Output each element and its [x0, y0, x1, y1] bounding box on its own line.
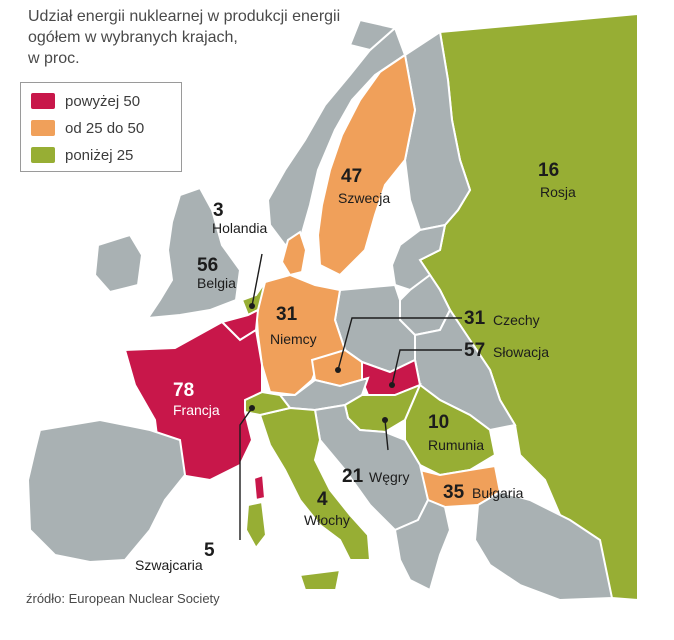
uk-region — [146, 186, 242, 320]
slowacja-value: 57 — [464, 340, 486, 361]
corsica-region — [252, 473, 267, 502]
holandia-value: 3 — [213, 200, 224, 221]
niemcy-name: Niemcy — [270, 331, 317, 347]
legend-label: poniżej 25 — [65, 146, 134, 164]
belgia-name: Belgia — [197, 275, 236, 291]
szwajcaria-value: 5 — [204, 540, 215, 561]
legend-item-above-50: powyżej 50 — [31, 91, 140, 111]
legend-swatch-red — [31, 93, 55, 109]
francja-value: 78 — [173, 380, 195, 401]
legend-label: od 25 do 50 — [65, 119, 145, 137]
sicily-region — [298, 568, 342, 591]
bulgaria-value: 35 — [443, 482, 465, 503]
title-line-1: Udział energii nuklearnej w produkcji en… — [28, 8, 341, 25]
francja-name: Francja — [173, 402, 220, 418]
legend-swatch-green — [31, 147, 55, 163]
szwecja-name: Szwecja — [338, 190, 391, 206]
denmark-region — [280, 230, 308, 277]
rumunia-value: 10 — [428, 412, 450, 433]
title-line-2: ogółem w wybranych krajach, — [28, 29, 238, 46]
norway-region — [266, 26, 407, 247]
wegry-value: 21 — [342, 466, 364, 487]
legend: powyżej 50 od 25 do 50 poniżej 25 — [20, 82, 182, 172]
north-region — [348, 18, 398, 52]
bulgaria-name: Bułgaria — [472, 485, 524, 501]
wlochy-name: Włochy — [304, 512, 350, 528]
map-title: Udział energii nuklearnej w produkcji en… — [28, 6, 388, 69]
szwajcaria-name: Szwajcaria — [135, 557, 203, 573]
wegry-name: Węgry — [369, 469, 410, 485]
sardinia-region — [244, 500, 268, 550]
legend-label: powyżej 50 — [65, 92, 141, 110]
czechy-leader — [337, 317, 462, 371]
czechy-name: Czechy — [493, 312, 540, 328]
turkey-region — [473, 490, 614, 602]
legend-item-25-50: od 25 do 50 — [31, 118, 144, 138]
italy-region — [258, 406, 372, 561]
czechy-value: 31 — [464, 308, 486, 329]
greece-region — [393, 498, 452, 592]
szwajcaria-leader — [239, 407, 253, 540]
szwecja-value: 47 — [341, 166, 363, 187]
slowacja-name: Słowacja — [493, 344, 550, 360]
ireland-region — [93, 233, 144, 294]
rumunia-name: Rumunia — [428, 437, 485, 453]
rosja-value: 16 — [538, 160, 560, 181]
wlochy-value: 4 — [317, 489, 328, 510]
iberia-region — [26, 418, 187, 564]
rosja-name: Rosja — [540, 184, 576, 200]
belgia-value: 56 — [197, 255, 219, 276]
slowacja-leader — [391, 349, 462, 386]
legend-swatch-orange — [31, 120, 55, 136]
title-line-3: w proc. — [28, 50, 80, 67]
holandia-leader — [251, 253, 263, 307]
wegry-leader — [384, 419, 389, 451]
source-note: źródło: European Nuclear Society — [26, 591, 220, 606]
niemcy-value: 31 — [276, 304, 298, 325]
holandia-name: Holandia — [212, 220, 268, 236]
legend-item-below-25: poniżej 25 — [31, 145, 133, 165]
balkans-region — [313, 403, 430, 532]
sweden-region — [316, 53, 417, 277]
